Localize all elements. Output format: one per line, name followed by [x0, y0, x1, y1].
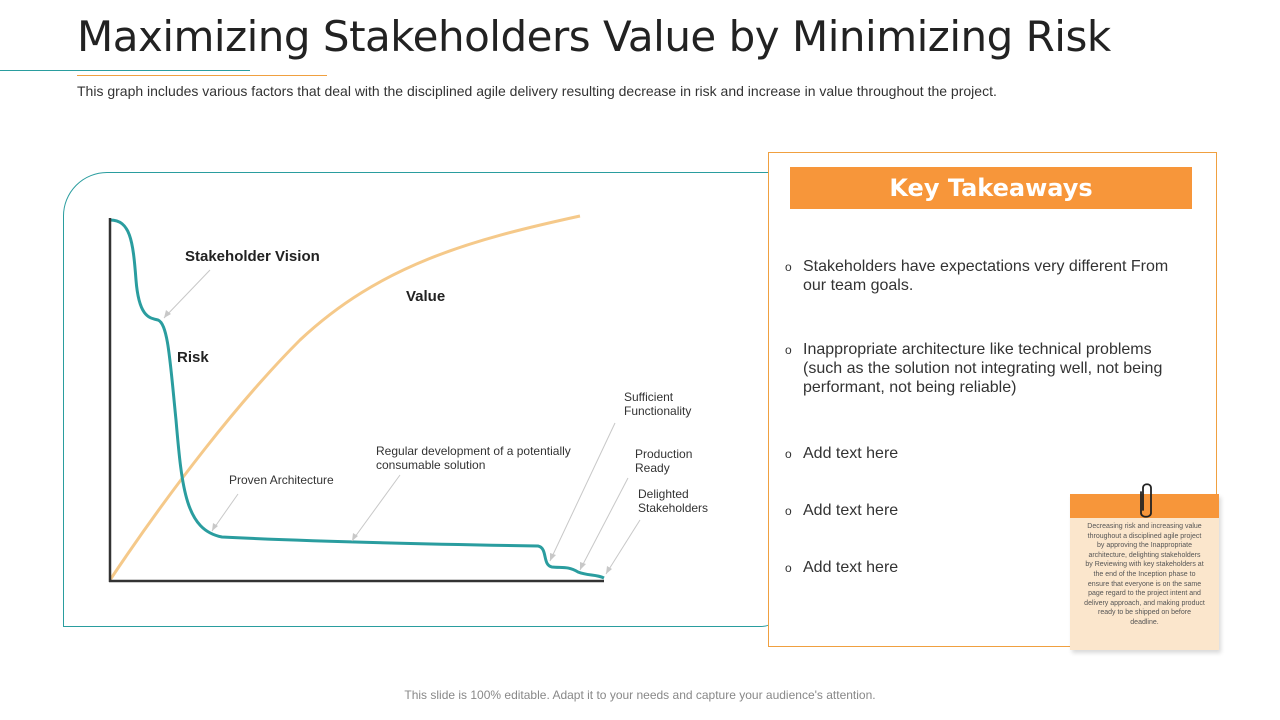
page-subtitle: This graph includes various factors that…	[77, 83, 997, 99]
label-risk: Risk	[177, 349, 209, 366]
pointer-arrow-production-ready	[580, 562, 586, 570]
title-rule-orange	[77, 75, 327, 76]
label-delighted-stakeholders: Delighted Stakeholders	[638, 487, 709, 515]
takeaway-text: Add text here	[803, 502, 899, 519]
takeaway-item: o Add text here	[785, 558, 1195, 577]
takeaway-item: o Add text here	[785, 501, 1195, 520]
takeaway-item: o Inappropriate architecture like techni…	[785, 340, 1195, 397]
label-stakeholder-vision: Stakeholder Vision	[185, 248, 320, 265]
label-sufficient-functionality: Sufficient Functionality	[624, 390, 692, 418]
sticky-note-text: Decreasing risk and increasing value thr…	[1084, 523, 1205, 626]
pointer-proven-architecture	[211, 493, 239, 532]
sticky-note-band	[1070, 494, 1219, 518]
label-production-ready: Production Ready	[635, 447, 693, 475]
page-title: Maximizing Stakeholders Value by Minimiz…	[77, 12, 1111, 61]
bullet-marker: o	[785, 561, 792, 575]
pointer-sufficient-functionality	[549, 422, 616, 562]
takeaway-item: o Add text here	[785, 444, 1195, 463]
pointer-arrow-stakeholder-vision	[164, 310, 171, 318]
bullet-marker: o	[785, 343, 792, 357]
pointer-arrow-proven-architecture	[212, 523, 218, 531]
paperclip-icon	[1140, 483, 1152, 518]
label-value: Value	[406, 288, 446, 305]
label-proven-architecture: Proven Architecture	[229, 473, 334, 487]
takeaway-text: Stakeholders have expectations very diff…	[803, 258, 1169, 294]
pointer-arrow-regular-development	[352, 533, 358, 541]
bullet-marker: o	[785, 504, 792, 518]
title-rule-teal	[0, 70, 250, 71]
bullet-marker: o	[785, 260, 792, 274]
value-curve	[108, 214, 581, 581]
pointer-arrow-sufficient-functionality	[550, 553, 556, 561]
takeaway-text: Add text here	[803, 445, 899, 462]
takeaway-text: Inappropriate architecture like technica…	[803, 341, 1163, 396]
takeaway-item: o Stakeholders have expectations very di…	[785, 257, 1195, 295]
pointer-production-ready	[579, 477, 629, 571]
pointer-regular-development	[351, 474, 401, 542]
takeaway-text: Add text here	[803, 559, 899, 576]
takeaways-header: Key Takeaways	[790, 167, 1192, 209]
pointer-stakeholder-vision	[163, 269, 211, 319]
pointer-arrow-delighted-stakeholders	[606, 566, 612, 574]
bullet-marker: o	[785, 447, 792, 461]
footer-note: This slide is 100% editable. Adapt it to…	[404, 688, 876, 702]
label-regular-development: Regular development of a potentially con…	[376, 444, 571, 472]
pointer-delighted-stakeholders	[605, 519, 641, 575]
sticky-note: Decreasing risk and increasing value thr…	[1070, 494, 1219, 650]
risk-curve	[109, 218, 605, 580]
